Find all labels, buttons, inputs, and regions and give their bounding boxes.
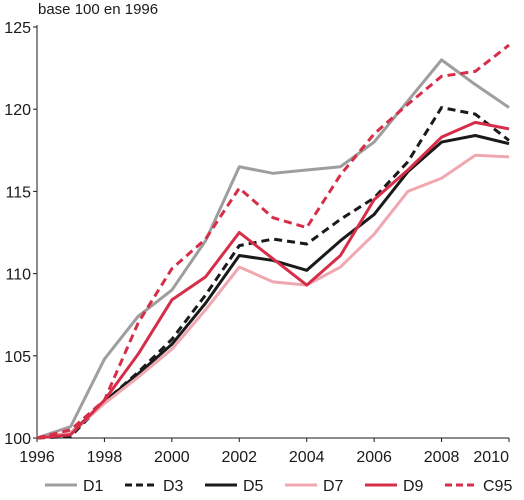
legend-label-d1: D1: [83, 478, 104, 495]
series-line-d7: [36, 153, 510, 440]
x-tick-label: 2010: [473, 449, 509, 466]
y-tick-label: 125: [4, 20, 31, 37]
y-axis-unit-label: base 100 en 1996: [38, 1, 159, 18]
series-line-c95: [36, 43, 510, 440]
legend: D1 D3 D5 D7 D9 C95: [45, 478, 512, 495]
x-tick-label: 1996: [19, 449, 55, 466]
series-lines: [36, 43, 510, 440]
y-tick-label: 105: [4, 349, 31, 366]
x-tick-label: 1998: [87, 449, 123, 466]
x-tick-label: 2002: [221, 449, 257, 466]
series-line-d9: [36, 120, 510, 440]
y-tick-label: 120: [4, 102, 31, 119]
axes: [36, 25, 509, 439]
y-tick-label: 115: [5, 184, 31, 201]
legend-label-d5: D5: [243, 478, 264, 495]
x-tick-label: 2000: [154, 449, 190, 466]
x-tick-label: 2006: [356, 449, 392, 466]
legend-label-d3: D3: [163, 478, 184, 495]
series-line-d3: [36, 106, 510, 440]
legend-label-d7: D7: [323, 478, 344, 495]
series-line-d1: [36, 58, 510, 440]
x-tick-label: 2008: [424, 449, 460, 466]
tick-labels: 100 105 110 115 120 125 1996 1998 2000 2002 2004 20…: [4, 20, 510, 466]
y-tick-label: 100: [4, 431, 31, 448]
y-tick-label: 110: [5, 267, 31, 284]
legend-label-d9: D9: [403, 478, 424, 495]
legend-label-c95: C95: [483, 478, 512, 495]
x-tick-label: 2004: [289, 449, 325, 466]
